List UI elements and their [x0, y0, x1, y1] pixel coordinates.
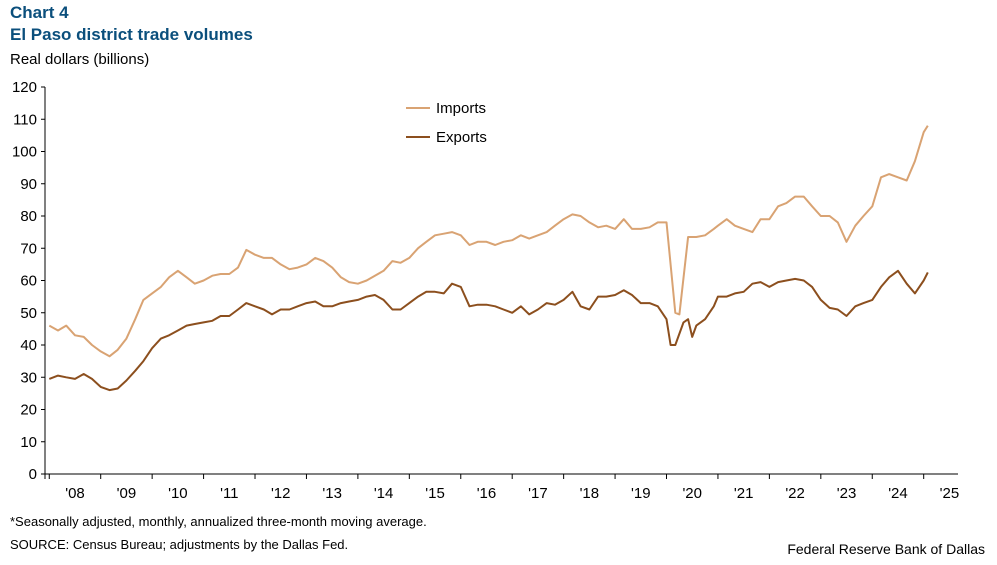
y-tick-label: 60	[20, 273, 37, 290]
series-layer	[48, 125, 929, 392]
x-tick-label: '15	[425, 485, 445, 502]
y-tick-label: 100	[12, 144, 37, 161]
y-tick-label: 70	[20, 240, 37, 257]
x-tick-label: '23	[837, 485, 857, 502]
x-tick-label: '09	[117, 485, 137, 502]
legend-label-exports: Exports	[436, 129, 487, 146]
y-tick-label: 110	[13, 111, 37, 128]
legend-label-imports: Imports	[436, 100, 486, 117]
y-tick-label: 80	[20, 208, 37, 225]
y-tick-label: 30	[20, 369, 37, 386]
y-tick-label: 40	[20, 337, 37, 354]
x-tick-label: '21	[734, 485, 754, 502]
x-tick-label: '16	[477, 485, 497, 502]
series-line-exports	[48, 269, 929, 392]
x-tick-label: '13	[322, 485, 342, 502]
x-tick-label: '17	[528, 485, 548, 502]
x-tick-label: '24	[888, 485, 908, 502]
x-tick-label: '22	[785, 485, 805, 502]
x-tick-label: '11	[220, 485, 238, 502]
x-tick-label: '12	[271, 485, 291, 502]
x-tick-label: '18	[580, 485, 600, 502]
x-tick-label: '08	[65, 485, 85, 502]
x-tick-label: '19	[631, 485, 651, 502]
y-tick-label: 10	[20, 434, 37, 451]
x-tick-label: '25	[940, 485, 960, 502]
y-tick-label: 0	[29, 466, 37, 483]
chart-number: Chart 4	[10, 3, 69, 22]
x-tick-label: '20	[682, 485, 702, 502]
axes-layer: 0 10 20 30 40 50 60 70 80 90 100 110 120 '08 '09 '10 '11…	[12, 79, 959, 502]
x-tick-label: '10	[168, 485, 188, 502]
footnote: *Seasonally adjusted, monthly, annualize…	[10, 514, 427, 529]
source-note: SOURCE: Census Bureau; adjustments by th…	[10, 537, 349, 552]
y-tick-label: 50	[20, 305, 37, 322]
y-tick-label: 90	[20, 176, 37, 193]
chart-title: El Paso district trade volumes	[10, 25, 253, 44]
y-tick-label: 120	[12, 79, 37, 96]
x-tick-label: '14	[374, 485, 394, 502]
y-axis-unit-label: Real dollars (billions)	[10, 51, 150, 68]
y-tick-label: 20	[20, 402, 37, 419]
credit-label: Federal Reserve Bank of Dallas	[787, 541, 985, 557]
legend: Imports Exports	[406, 100, 487, 146]
series-line-imports	[48, 125, 929, 358]
